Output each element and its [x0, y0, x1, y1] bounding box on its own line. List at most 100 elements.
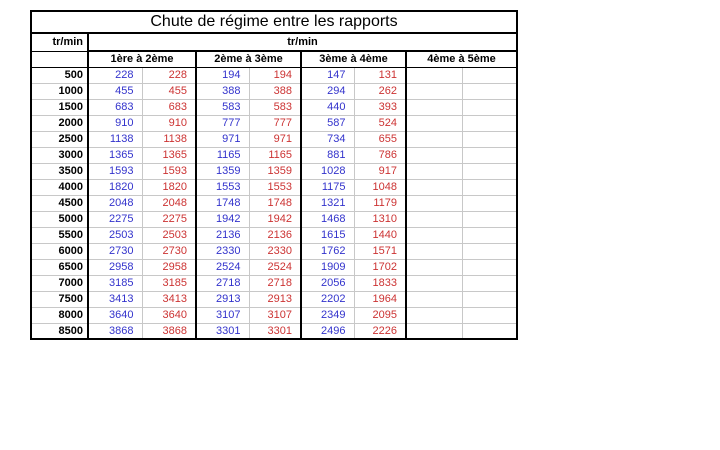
- gear-header-2-3[interactable]: 2ème à 3ème: [196, 51, 302, 68]
- value-cell[interactable]: 786: [354, 147, 407, 164]
- rpm-label[interactable]: 3000: [30, 147, 89, 164]
- value-cell[interactable]: 2958: [88, 259, 143, 276]
- value-cell[interactable]: 3640: [142, 307, 197, 324]
- rpm-label[interactable]: 4000: [30, 179, 89, 196]
- value-cell[interactable]: 1615: [301, 227, 355, 244]
- value-cell[interactable]: [406, 227, 463, 244]
- value-cell[interactable]: 194: [196, 67, 250, 84]
- value-cell[interactable]: [406, 323, 463, 340]
- value-cell[interactable]: 1553: [249, 179, 302, 196]
- value-cell[interactable]: 1048: [354, 179, 407, 196]
- value-cell[interactable]: 228: [88, 67, 143, 84]
- value-cell[interactable]: [462, 227, 518, 244]
- value-cell[interactable]: [462, 99, 518, 116]
- value-cell[interactable]: 2524: [196, 259, 250, 276]
- value-cell[interactable]: [462, 115, 518, 132]
- value-cell[interactable]: [406, 291, 463, 308]
- value-cell[interactable]: 971: [196, 131, 250, 148]
- value-cell[interactable]: 587: [301, 115, 355, 132]
- value-cell[interactable]: 1365: [88, 147, 143, 164]
- value-cell[interactable]: 1942: [196, 211, 250, 228]
- value-cell[interactable]: 1553: [196, 179, 250, 196]
- value-cell[interactable]: [406, 307, 463, 324]
- value-cell[interactable]: [462, 275, 518, 292]
- value-cell[interactable]: 3640: [88, 307, 143, 324]
- rpm-label[interactable]: 7500: [30, 291, 89, 308]
- value-cell[interactable]: 2958: [142, 259, 197, 276]
- value-cell[interactable]: 2496: [301, 323, 355, 340]
- value-cell[interactable]: 1175: [301, 179, 355, 196]
- value-cell[interactable]: 1909: [301, 259, 355, 276]
- value-cell[interactable]: 1748: [196, 195, 250, 212]
- value-cell[interactable]: 917: [354, 163, 407, 180]
- value-cell[interactable]: 2503: [88, 227, 143, 244]
- value-cell[interactable]: 131: [354, 67, 407, 84]
- rpm-label[interactable]: 8500: [30, 323, 89, 340]
- value-cell[interactable]: 1942: [249, 211, 302, 228]
- rpm-label[interactable]: 8000: [30, 307, 89, 324]
- rpm-label[interactable]: 1500: [30, 99, 89, 116]
- value-cell[interactable]: [406, 195, 463, 212]
- value-cell[interactable]: [406, 179, 463, 196]
- value-cell[interactable]: 1138: [142, 131, 197, 148]
- value-cell[interactable]: 3413: [142, 291, 197, 308]
- value-cell[interactable]: 2913: [196, 291, 250, 308]
- value-cell[interactable]: 910: [142, 115, 197, 132]
- value-cell[interactable]: 2136: [249, 227, 302, 244]
- value-cell[interactable]: [406, 243, 463, 260]
- value-cell[interactable]: 262: [354, 83, 407, 100]
- value-cell[interactable]: 583: [196, 99, 250, 116]
- value-cell[interactable]: 1468: [301, 211, 355, 228]
- rpm-label[interactable]: 2000: [30, 115, 89, 132]
- value-cell[interactable]: 2202: [301, 291, 355, 308]
- value-cell[interactable]: 1964: [354, 291, 407, 308]
- value-cell[interactable]: 3301: [249, 323, 302, 340]
- rpm-label[interactable]: 6500: [30, 259, 89, 276]
- value-cell[interactable]: 294: [301, 83, 355, 100]
- value-cell[interactable]: 388: [249, 83, 302, 100]
- value-cell[interactable]: 1571: [354, 243, 407, 260]
- value-cell[interactable]: 3413: [88, 291, 143, 308]
- value-cell[interactable]: 1310: [354, 211, 407, 228]
- value-cell[interactable]: 2136: [196, 227, 250, 244]
- rpm-label[interactable]: 4500: [30, 195, 89, 212]
- value-cell[interactable]: [406, 163, 463, 180]
- value-cell[interactable]: [406, 115, 463, 132]
- value-cell[interactable]: 2913: [249, 291, 302, 308]
- value-cell[interactable]: 3185: [88, 275, 143, 292]
- value-cell[interactable]: 194: [249, 67, 302, 84]
- value-cell[interactable]: 1359: [249, 163, 302, 180]
- value-cell[interactable]: [462, 147, 518, 164]
- value-cell[interactable]: 393: [354, 99, 407, 116]
- value-cell[interactable]: 524: [354, 115, 407, 132]
- value-cell[interactable]: 2048: [88, 195, 143, 212]
- value-cell[interactable]: 655: [354, 131, 407, 148]
- value-cell[interactable]: [406, 99, 463, 116]
- value-cell[interactable]: 455: [88, 83, 143, 100]
- value-cell[interactable]: 1365: [142, 147, 197, 164]
- value-cell[interactable]: 1820: [88, 179, 143, 196]
- value-cell[interactable]: 1762: [301, 243, 355, 260]
- value-cell[interactable]: [462, 243, 518, 260]
- value-cell[interactable]: 2330: [249, 243, 302, 260]
- value-cell[interactable]: 3868: [142, 323, 197, 340]
- value-cell[interactable]: 2056: [301, 275, 355, 292]
- value-cell[interactable]: [462, 131, 518, 148]
- rpm-label[interactable]: 500: [30, 67, 89, 84]
- value-cell[interactable]: 2275: [88, 211, 143, 228]
- rpm-label[interactable]: 7000: [30, 275, 89, 292]
- value-cell[interactable]: 2048: [142, 195, 197, 212]
- value-cell[interactable]: 3185: [142, 275, 197, 292]
- corner-unit-header[interactable]: tr/min: [30, 33, 89, 52]
- value-cell[interactable]: 1165: [249, 147, 302, 164]
- value-cell[interactable]: [462, 211, 518, 228]
- rpm-label[interactable]: 5500: [30, 227, 89, 244]
- value-cell[interactable]: [406, 131, 463, 148]
- value-cell[interactable]: 2349: [301, 307, 355, 324]
- value-cell[interactable]: 1321: [301, 195, 355, 212]
- value-cell[interactable]: 1833: [354, 275, 407, 292]
- value-cell[interactable]: 147: [301, 67, 355, 84]
- rpm-label[interactable]: 6000: [30, 243, 89, 260]
- value-cell[interactable]: 910: [88, 115, 143, 132]
- value-cell[interactable]: [462, 291, 518, 308]
